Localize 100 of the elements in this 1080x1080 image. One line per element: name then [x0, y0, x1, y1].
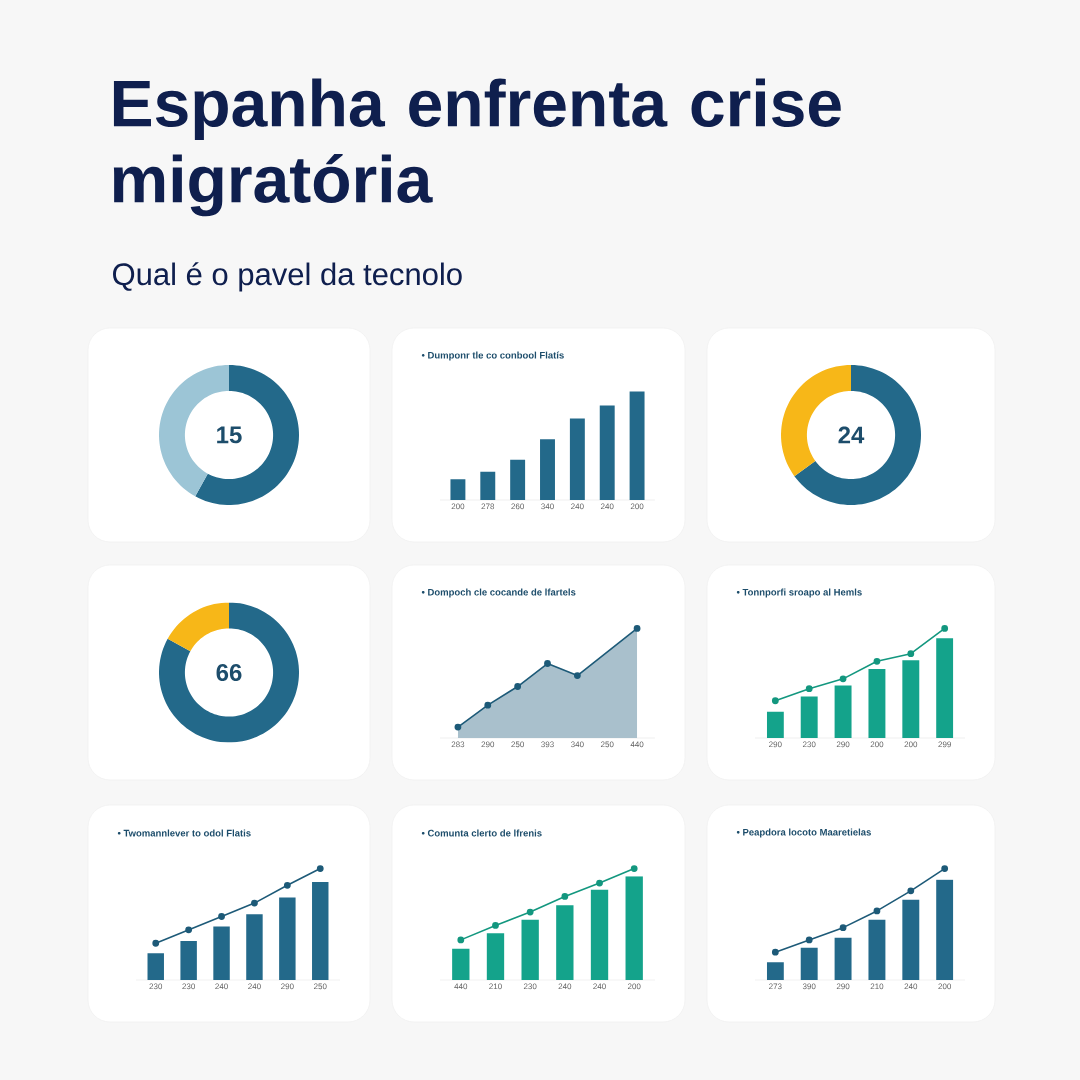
x-tick-label: 210: [489, 983, 502, 990]
point: [152, 939, 160, 947]
point: [218, 913, 225, 920]
x-tick-label: 240: [558, 983, 572, 990]
x-tick-label: 200: [904, 741, 918, 748]
bar: [590, 889, 609, 980]
bar: [279, 897, 296, 980]
x-tick-label: 440: [630, 741, 644, 748]
x-tick-label: 250: [313, 983, 327, 990]
point: [251, 899, 258, 907]
x-tick-label: 200: [627, 983, 641, 990]
chart-subtitle: Qual é o pavel da tecnolo: [113, 262, 462, 292]
bar: [868, 669, 886, 738]
bar: [902, 899, 920, 980]
x-tick-label: 393: [541, 741, 554, 748]
x-tick-label: 340: [570, 741, 584, 748]
bar: [625, 876, 643, 980]
bar: [936, 638, 954, 738]
chart-title: • Peapdora locoto Maaretielas: [736, 828, 871, 838]
bar: [486, 933, 505, 980]
x-tick-label: 290: [836, 983, 850, 990]
point: [771, 948, 779, 956]
bar: [936, 879, 954, 980]
bar: [766, 962, 784, 980]
x-tick-label: 240: [248, 983, 261, 990]
point: [573, 672, 581, 679]
x-tick-label: 230: [802, 741, 816, 748]
bar: [510, 459, 526, 500]
x-tick-label: 200: [870, 741, 884, 748]
x-tick-label: 240: [593, 983, 606, 990]
x-tick-label: 440: [454, 983, 468, 990]
x-tick-label: 340: [541, 503, 554, 510]
x-tick-label: 200: [938, 983, 952, 990]
bar: [480, 471, 496, 500]
bar: [312, 881, 329, 980]
point: [771, 697, 779, 705]
bar: [766, 711, 784, 738]
bar: [599, 405, 615, 500]
point: [185, 926, 193, 934]
point: [630, 865, 638, 872]
bar: [868, 919, 886, 980]
x-tick-label: 230: [523, 983, 537, 990]
x-tick-label: 210: [870, 983, 884, 990]
point: [941, 625, 949, 632]
text: 24: [838, 426, 865, 444]
bar: [246, 914, 263, 980]
point: [907, 650, 915, 658]
point: [941, 865, 949, 872]
point: [514, 683, 522, 690]
x-tick-label: 260: [511, 503, 524, 510]
x-tick-label: 200: [451, 503, 465, 510]
x-tick-label: 240: [904, 983, 918, 990]
point: [492, 922, 499, 929]
point: [907, 887, 915, 895]
bar: [540, 439, 555, 500]
point: [484, 701, 492, 709]
bar: [800, 696, 818, 738]
x-tick-label: 273: [769, 983, 782, 990]
text: Espanha enfrenta crise migratória: [113, 78, 841, 217]
point: [596, 879, 603, 887]
chart-title: • Dompoch cle cocande de lfartels: [421, 588, 576, 598]
bar: [902, 660, 920, 738]
x-tick-label: 278: [481, 503, 495, 510]
bar: [800, 947, 818, 980]
x-tick-label: 250: [600, 741, 614, 748]
point: [283, 881, 291, 889]
point: [561, 893, 569, 900]
point: [805, 936, 813, 944]
x-tick-label: 283: [451, 741, 465, 748]
x-tick-label: 240: [571, 503, 584, 510]
bar: [213, 926, 230, 980]
chart-title: • Tonnporfi sroapo al Hemls: [736, 588, 862, 598]
chart-title: • Twomannlever to odol Flatis: [117, 829, 251, 837]
x-tick-label: 200: [630, 503, 644, 510]
x-tick-label: 290: [281, 983, 294, 990]
x-tick-label: 299: [938, 741, 951, 748]
bar: [180, 941, 197, 980]
bar: [556, 905, 574, 980]
chart-title: • Comunta clerto de lfrenis: [421, 829, 542, 837]
point: [805, 685, 813, 693]
x-tick-label: 230: [149, 983, 163, 990]
point: [839, 924, 847, 932]
x-tick-label: 250: [511, 741, 524, 748]
bar: [147, 953, 164, 980]
bar: [452, 948, 470, 980]
x-tick-label: 390: [802, 983, 816, 990]
x-tick-label: 290: [769, 741, 782, 748]
point: [544, 660, 551, 667]
bar: [450, 479, 466, 500]
point: [633, 625, 641, 632]
x-tick-label: 290: [836, 741, 850, 748]
point: [839, 675, 847, 683]
point: [316, 865, 324, 872]
x-tick-label: 240: [215, 983, 228, 990]
point: [873, 907, 881, 915]
bar: [834, 685, 852, 738]
bar: [521, 919, 539, 980]
text: 66: [216, 664, 242, 681]
x-tick-label: 240: [600, 503, 614, 510]
bar: [834, 937, 852, 980]
